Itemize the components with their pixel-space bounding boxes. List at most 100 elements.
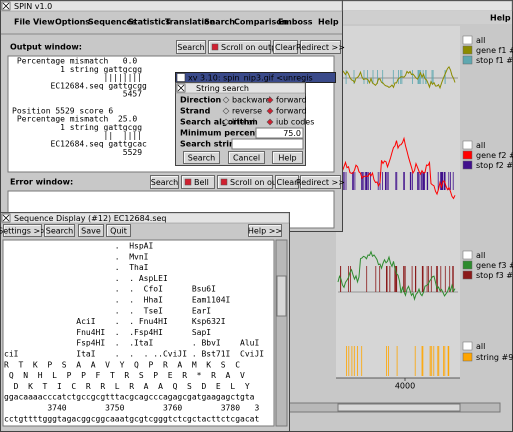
button-label[interactable]: Search (46, 227, 73, 236)
legend-swatch (462, 341, 473, 351)
button-bevel (151, 176, 178, 188)
button[interactable] (150, 175, 179, 189)
radio-label[interactable]: iub codes (276, 118, 314, 127)
button[interactable] (248, 224, 282, 237)
scroll-thumb[interactable] (276, 275, 287, 317)
output-line: 1 string gattgcgg (12, 65, 142, 74)
sequence-line: Q N H L P P F T R S P E R * R A V (4, 371, 245, 380)
sequence-line: R T K P S A A V Y Q P R A M K S C (4, 360, 240, 369)
button-label[interactable]: Quit (110, 227, 127, 236)
legend-swatch (462, 35, 473, 45)
button-label[interactable]: Cancel (233, 154, 260, 163)
button[interactable] (3, 224, 42, 237)
radio[interactable] (266, 118, 274, 126)
v-scrollbar[interactable] (275, 239, 288, 427)
button[interactable] (78, 224, 104, 237)
button-label[interactable]: Help >> (248, 227, 282, 236)
plot-line (337, 66, 456, 90)
x-axis-label: 4000 (395, 382, 415, 391)
button[interactable] (300, 40, 341, 54)
button[interactable] (44, 224, 75, 237)
button[interactable] (273, 40, 298, 54)
button-bevel (4, 225, 41, 236)
menu-item[interactable]: Statistics (128, 18, 171, 27)
checkbox[interactable] (184, 178, 192, 186)
button[interactable] (228, 151, 265, 164)
menu-item[interactable]: Translation (165, 18, 216, 27)
button-label[interactable]: Scroll on output (221, 43, 284, 52)
button[interactable] (183, 151, 220, 164)
button[interactable] (272, 151, 303, 164)
button-label[interactable]: Save (81, 227, 101, 236)
radio-label[interactable]: forward (276, 107, 307, 116)
close-icon (2, 214, 10, 222)
button-bevel (301, 41, 340, 53)
button-label[interactable]: Settings >> (0, 227, 47, 236)
radio[interactable] (266, 96, 274, 104)
legend-swatch (462, 140, 473, 150)
legend-swatch (462, 55, 473, 65)
legend-label: stop f1 #6 (476, 56, 513, 65)
button-label[interactable]: Search (177, 43, 204, 52)
window-title: xv 3.10: spin_nip3.gif <unregis (188, 74, 313, 83)
button-label[interactable]: Help (278, 154, 296, 163)
radio-label[interactable]: backward (232, 96, 271, 105)
button-bevel (107, 225, 130, 236)
radio[interactable] (222, 96, 230, 104)
legend-swatch (462, 160, 473, 170)
row-label: Strand (180, 107, 211, 116)
button-label[interactable]: Bell (194, 178, 209, 187)
radio[interactable] (222, 107, 230, 115)
menu-item[interactable]: Comparison (234, 18, 288, 27)
menu-item[interactable]: Sequences (88, 18, 137, 27)
button[interactable] (217, 175, 273, 189)
output-line: 5529 (12, 148, 142, 157)
button-label[interactable]: Search (188, 154, 215, 163)
button-label[interactable]: Clear (275, 43, 297, 52)
checkbox[interactable] (211, 43, 219, 51)
button[interactable] (275, 175, 299, 189)
sequence-line: . . CfoI Bsu6I (4, 285, 216, 294)
menu-item[interactable]: Emboss (278, 18, 313, 27)
legend-label: all (476, 342, 485, 351)
button-bevel (45, 225, 74, 236)
button[interactable] (176, 40, 206, 54)
menu-item[interactable]: Options (55, 18, 90, 27)
button-label[interactable]: Search (151, 178, 178, 187)
title-bar (175, 82, 306, 94)
legend-label: gene f1 #0 (476, 46, 513, 55)
close-icon (177, 84, 185, 92)
close-box[interactable] (176, 73, 186, 82)
radio[interactable] (266, 107, 274, 115)
button-label[interactable]: Clear (277, 178, 299, 187)
menu-item[interactable]: Help (490, 14, 511, 23)
radio-label[interactable]: literal (232, 118, 255, 127)
input[interactable] (255, 127, 304, 139)
button-label[interactable]: Redirect >> (296, 43, 345, 52)
button-bevel (276, 176, 298, 188)
legend-swatch (462, 352, 473, 362)
checkbox[interactable] (220, 178, 228, 186)
button[interactable] (208, 40, 271, 54)
menu-item[interactable]: Search (204, 18, 235, 27)
radio[interactable] (222, 118, 230, 126)
scroll-thumb[interactable] (337, 403, 461, 412)
button[interactable] (300, 175, 341, 189)
menu-item[interactable]: Help (318, 18, 339, 27)
sequence-area (2, 239, 275, 427)
sequence-line: . HspAI (4, 242, 153, 251)
sequence-line: AciI . . Fnu4HI Ksp632I (4, 317, 226, 326)
sequence-line: . . TseI EarI (4, 306, 211, 315)
button-label[interactable]: Redirect >> (296, 178, 345, 187)
input-value[interactable]: 75.0 (283, 129, 301, 138)
row-label: Search string (180, 140, 241, 149)
button[interactable] (106, 224, 131, 237)
button-label[interactable]: Scroll on output (230, 178, 293, 187)
radio-label[interactable]: forward (276, 96, 307, 105)
output-line: EC12684.seq gattgcgg (12, 81, 147, 90)
legend-swatch (462, 260, 473, 270)
menu-item[interactable]: File (14, 18, 31, 27)
input[interactable] (231, 138, 304, 150)
menu-item[interactable]: View (33, 18, 55, 27)
radio-label[interactable]: reverse (232, 107, 262, 116)
